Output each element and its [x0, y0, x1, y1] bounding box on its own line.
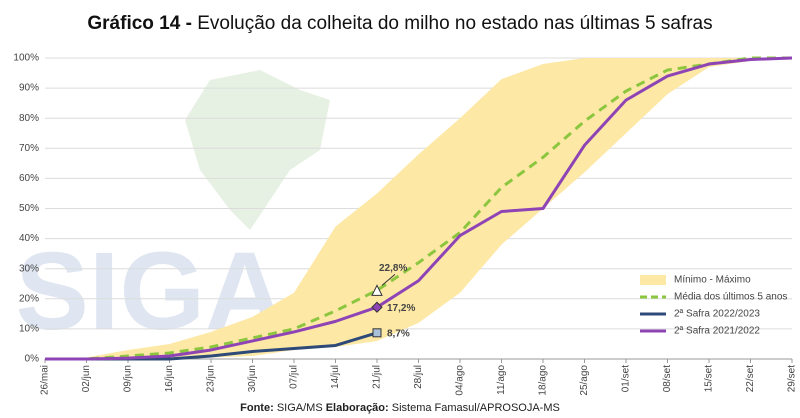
legend-label: 2ª Safra 2021/2022	[674, 326, 760, 337]
y-tick-label: 80%	[19, 113, 39, 124]
y-tick-label: 60%	[19, 173, 39, 184]
x-tick-label: 23/jun	[206, 365, 217, 392]
x-tick-label: 18/ago	[538, 365, 549, 396]
source-label: Fonte:	[240, 402, 274, 414]
x-tick-label: 21/jul	[372, 365, 383, 389]
annotation-arrow	[381, 273, 396, 286]
y-tick-label: 0%	[25, 354, 40, 365]
y-tick-label: 50%	[19, 203, 39, 214]
y-tick-label: 20%	[19, 293, 39, 304]
x-tick-label: 02/jun	[81, 365, 92, 392]
x-tick-label: 26/mai	[40, 365, 51, 395]
title-text: Evolução da colheita do milho no estado …	[197, 13, 712, 34]
series-line	[45, 56, 793, 361]
y-tick-label: 10%	[19, 324, 39, 335]
series-line	[45, 56, 792, 361]
legend-label: Média dos últimos 5 anos	[674, 292, 787, 303]
y-tick-label: 90%	[19, 83, 39, 94]
x-tick-label: 04/ago	[455, 365, 466, 396]
x-tick-label: 30/jun	[247, 365, 258, 392]
x-tick-label: 07/jul	[289, 365, 300, 389]
legend-swatch	[640, 275, 666, 285]
marker	[371, 301, 383, 313]
x-tick-label: 01/set	[621, 365, 632, 392]
x-tick-label: 16/jun	[164, 365, 175, 392]
y-tick-label: 100%	[13, 53, 39, 64]
value-label: 8,7%	[387, 328, 410, 339]
marker	[372, 328, 382, 338]
map-decoration	[185, 70, 330, 230]
legend-label: 2ª Safra 2022/2023	[674, 309, 760, 320]
value-label: 22,8%	[379, 263, 407, 274]
x-tick-label: 25/ago	[579, 365, 590, 396]
x-tick-label: 28/jul	[413, 365, 424, 389]
legend-label: Mínimo - Máximo	[674, 275, 751, 286]
y-tick-label: 40%	[19, 233, 39, 244]
x-tick-label: 11/ago	[496, 365, 507, 395]
y-tick-label: 70%	[19, 143, 39, 154]
marker	[371, 284, 383, 296]
y-tick-label: 30%	[19, 263, 39, 274]
title-prefix: Gráfico 14 -	[87, 13, 192, 34]
footer: Fonte: SIGA/MS Elaboração: Sistema Famas…	[240, 402, 560, 414]
x-tick-label: 29/set	[787, 365, 798, 392]
x-tick-label: 22/set	[745, 365, 756, 392]
chart-title: Gráfico 14 - Evolução da colheita do mil…	[87, 13, 712, 34]
value-label: 17,2%	[387, 303, 415, 314]
x-tick-label: 14/jul	[330, 365, 341, 389]
x-tick-label: 15/set	[704, 365, 715, 392]
source-text: SIGA/MS	[277, 402, 323, 414]
band-area	[45, 58, 792, 359]
x-tick-label: 08/set	[662, 365, 673, 392]
credit-label: Elaboração:	[326, 402, 389, 414]
x-tick-label: 09/jun	[123, 365, 134, 392]
credit-text: Sistema Famasul/APROSOJA-MS	[392, 402, 560, 414]
